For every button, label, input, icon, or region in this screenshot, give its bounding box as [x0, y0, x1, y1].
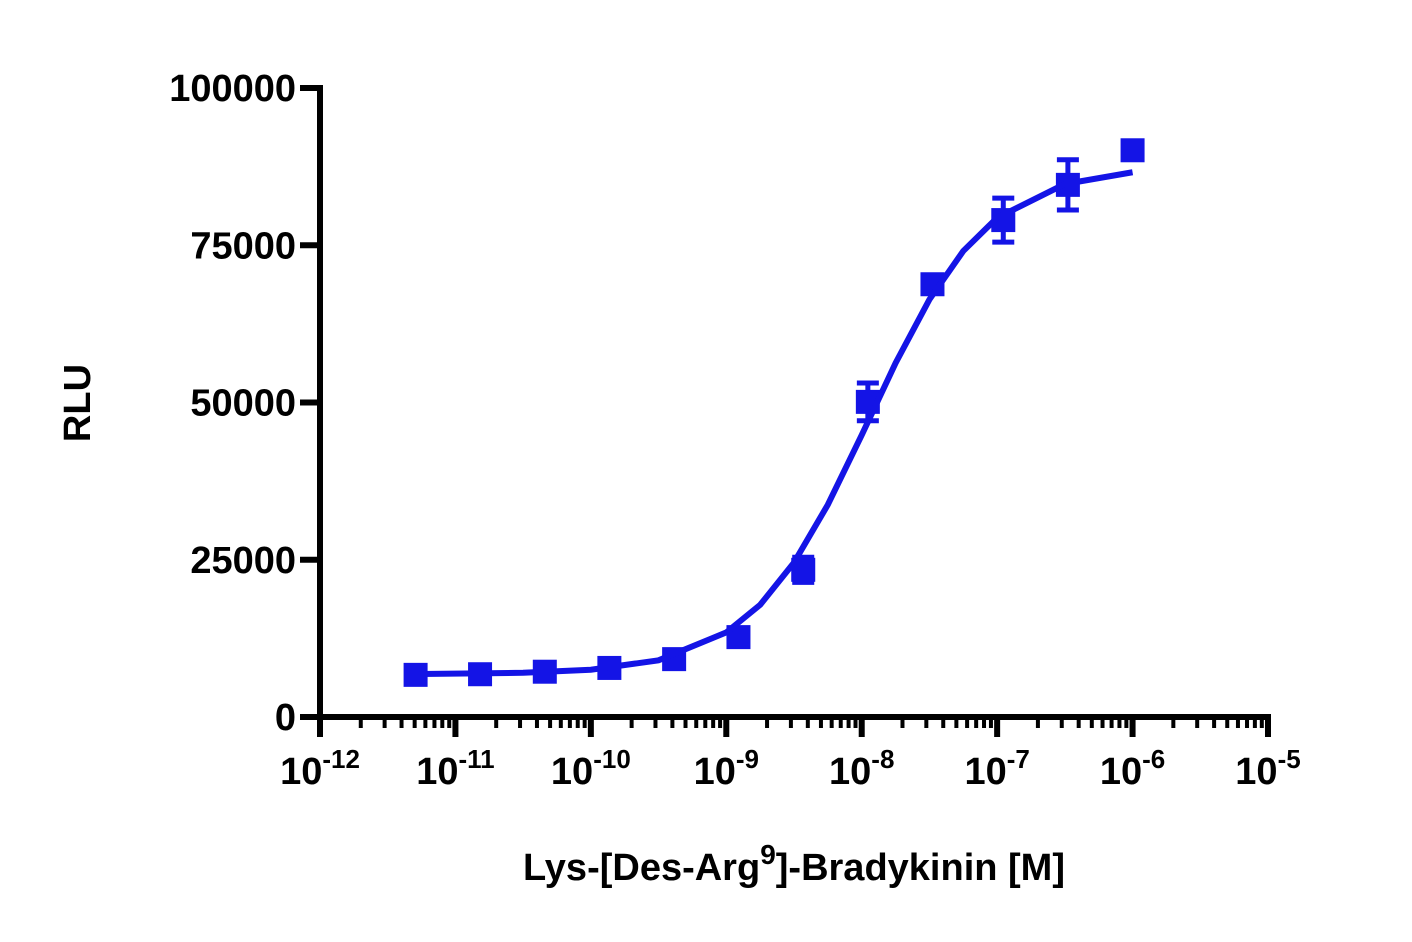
x-tick-exponent: -7	[1007, 744, 1030, 774]
x-tick-base: 10	[416, 751, 458, 793]
x-tick-exponent: -11	[458, 744, 494, 774]
y-axis-label: RLU	[57, 364, 99, 442]
x-label-part: ]-Bradykinin [M]	[776, 847, 1065, 889]
x-tick-label: 10-9	[694, 744, 759, 793]
y-tick-label: 0	[275, 697, 296, 739]
x-tick-base: 10	[551, 751, 593, 793]
x-tick-exponent: -12	[322, 744, 360, 774]
x-tick-label: 10-10	[551, 744, 631, 793]
x-tick-base: 10	[694, 751, 736, 793]
fit-curve	[421, 169, 1134, 677]
x-tick-label: 10-6	[1100, 744, 1165, 793]
x-tick-label: 10-11	[416, 744, 494, 793]
x-tick-exponent: -8	[871, 744, 894, 774]
x-axis-label: Lys-[Des-Arg9]-Bradykinin [M]	[523, 839, 1065, 889]
x-tick-exponent: -5	[1278, 744, 1301, 774]
y-tick-label: 100000	[169, 68, 296, 110]
x-label-superscript: 9	[760, 839, 776, 870]
x-tick-label: 10-8	[829, 744, 894, 793]
x-tick-base: 10	[1235, 751, 1277, 793]
x-tick-base: 10	[829, 751, 871, 793]
y-tick-label: 50000	[190, 383, 296, 425]
x-tick-base: 10	[280, 751, 322, 793]
x-tick-exponent: -10	[593, 744, 631, 774]
x-tick-label: 10-7	[964, 744, 1029, 793]
data-point	[1120, 138, 1145, 163]
x-tick-exponent: -9	[736, 744, 759, 774]
x-tick-base: 10	[964, 751, 1006, 793]
x-tick-base: 10	[1100, 751, 1142, 793]
x-label-part: Lys-[Des-Arg	[523, 847, 760, 889]
y-tick-label: 25000	[190, 540, 296, 582]
x-tick-label: 10-12	[280, 744, 360, 793]
y-tick-label: 75000	[190, 225, 296, 267]
x-tick-label: 10-5	[1235, 744, 1300, 793]
x-tick-exponent: -6	[1142, 744, 1165, 774]
